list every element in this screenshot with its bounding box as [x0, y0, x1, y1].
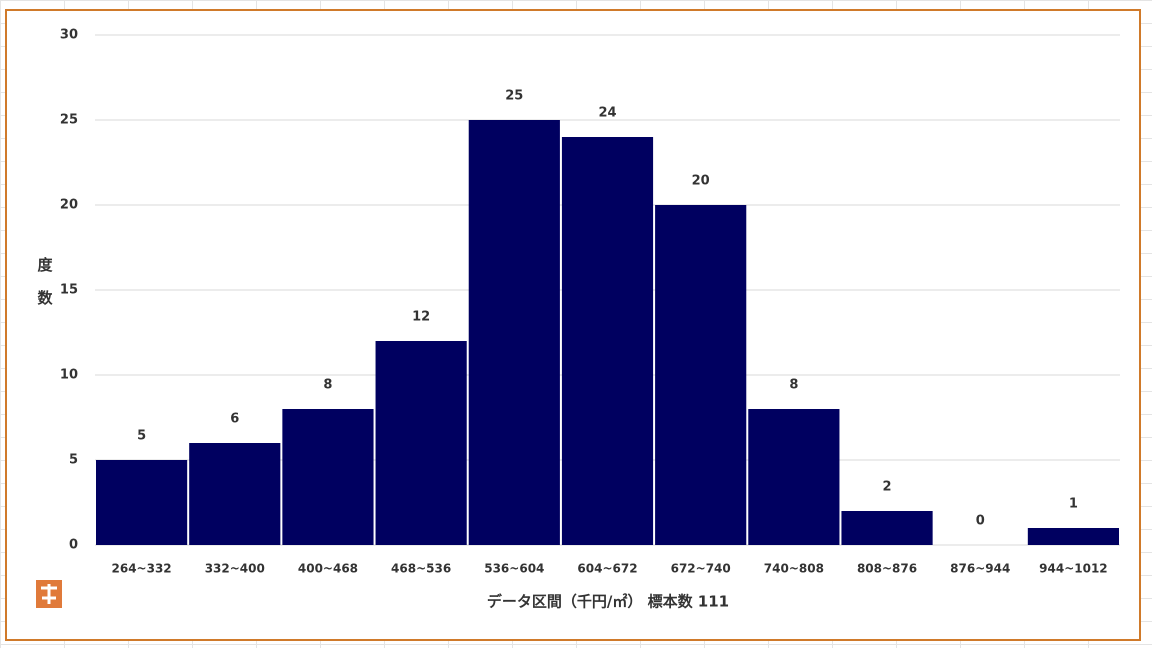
- bar: [468, 120, 560, 545]
- y-tick-label: 25: [60, 113, 78, 128]
- x-tick-label: 468~536: [391, 562, 451, 576]
- logo-glyph: [41, 584, 57, 604]
- data-label: 6: [230, 412, 239, 427]
- data-label: 12: [412, 310, 430, 325]
- x-tick-label: 876~944: [950, 562, 1010, 576]
- y-tick-label: 5: [69, 453, 78, 468]
- data-label: 25: [505, 89, 523, 104]
- x-tick-label: 536~604: [484, 562, 544, 576]
- x-tick-label: 264~332: [112, 562, 172, 576]
- bar: [748, 409, 840, 545]
- bar: [561, 137, 654, 545]
- y-tick-label: 0: [69, 538, 78, 553]
- data-label: 8: [323, 378, 332, 393]
- data-label: 1: [1069, 497, 1078, 512]
- bar: [282, 409, 374, 545]
- x-axis-label: データ区間（千円/㎡） 標本数 111: [487, 593, 729, 611]
- x-tick-label: 332~400: [205, 562, 265, 576]
- x-tick-label: 604~672: [577, 562, 637, 576]
- x-tick-label: 400~468: [298, 562, 358, 576]
- data-label: 20: [692, 174, 710, 189]
- y-tick-label: 10: [60, 368, 78, 383]
- x-tick-label: 808~876: [857, 562, 917, 576]
- bar: [655, 205, 747, 545]
- bar: [96, 460, 188, 545]
- data-label: 0: [976, 514, 985, 529]
- y-tick-label: 15: [60, 283, 78, 298]
- x-tick-label: 740~808: [764, 562, 824, 576]
- data-label: 5: [137, 429, 146, 444]
- y-tick-label: 30: [60, 28, 78, 43]
- x-tick-label: 944~1012: [1039, 562, 1108, 576]
- y-axis-label: 度数: [36, 256, 54, 323]
- x-tick-label: 672~740: [671, 562, 731, 576]
- data-label: 2: [883, 480, 892, 495]
- y-tick-label: 20: [60, 198, 78, 213]
- data-label: 24: [598, 106, 616, 121]
- bar: [189, 443, 281, 545]
- data-label: 8: [789, 378, 798, 393]
- bar: [841, 511, 933, 545]
- bar: [1027, 528, 1119, 545]
- bar: [375, 341, 467, 545]
